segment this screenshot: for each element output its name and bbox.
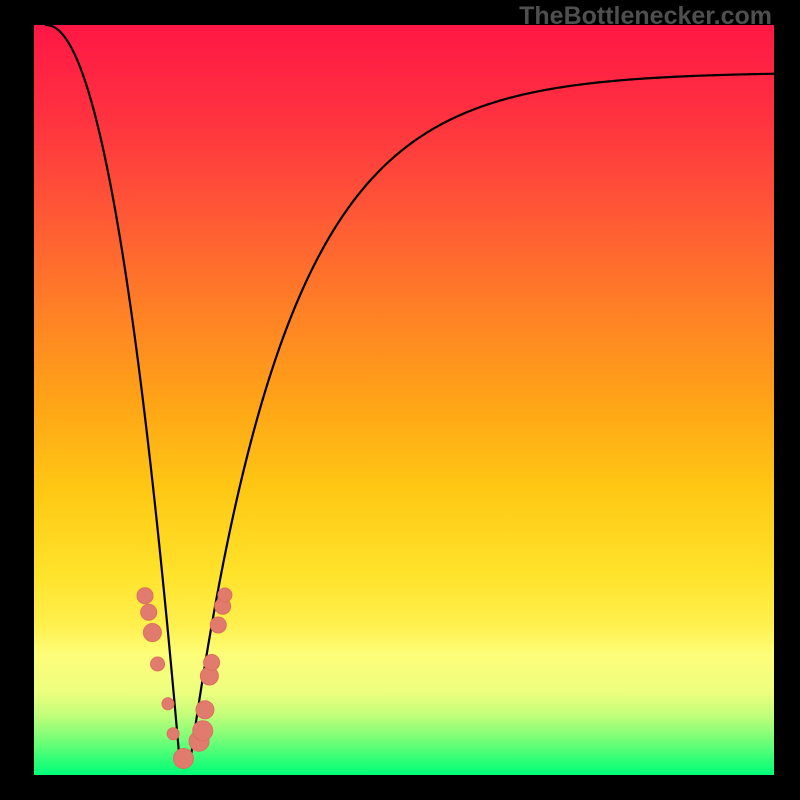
data-marker	[204, 655, 220, 671]
data-marker	[162, 698, 174, 710]
data-marker	[218, 588, 232, 602]
plot-svg	[34, 25, 774, 775]
data-marker	[167, 728, 179, 740]
data-marker	[151, 657, 165, 671]
data-marker	[141, 604, 157, 620]
data-marker	[173, 749, 193, 769]
chart-root: TheBottlenecker.com	[0, 0, 800, 800]
data-marker	[210, 617, 226, 633]
data-marker	[143, 624, 161, 642]
plot-background	[34, 25, 774, 775]
watermark-text: TheBottlenecker.com	[519, 2, 772, 31]
data-marker	[196, 701, 214, 719]
data-marker	[193, 721, 213, 741]
data-marker	[137, 588, 153, 604]
